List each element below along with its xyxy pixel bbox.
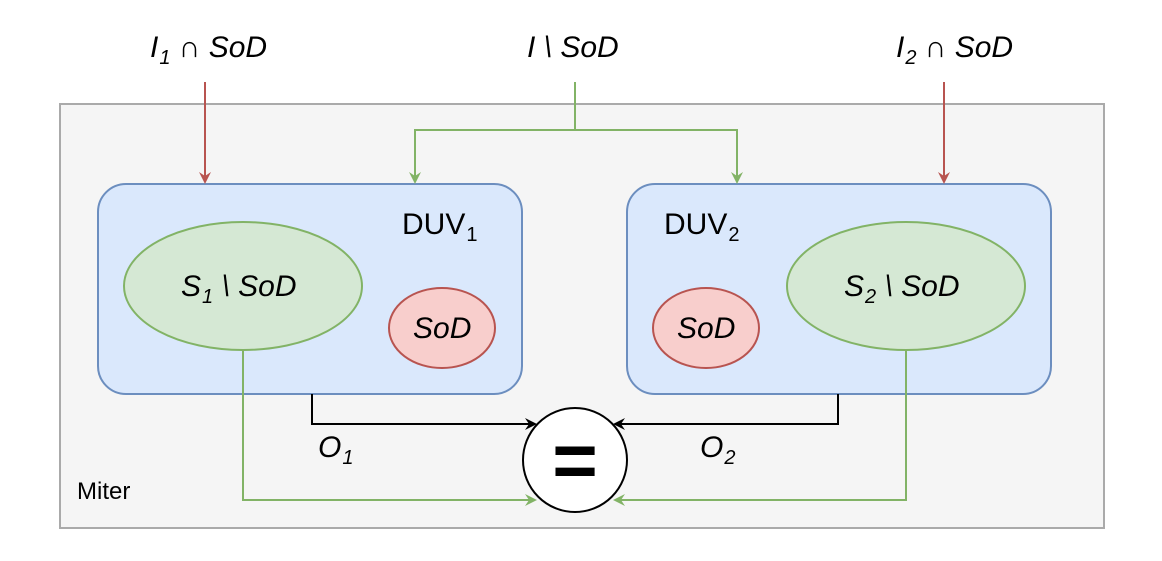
duv2-state-var: S <box>844 270 865 303</box>
input-right-sub: 2 <box>905 47 917 69</box>
output1-label: O1 <box>318 431 354 469</box>
duv2-sod-ellipse <box>652 287 760 369</box>
output1-var: O <box>318 431 342 464</box>
output2-arrow <box>613 394 839 430</box>
miter-label: Miter <box>77 478 131 505</box>
duv2-name: DUV <box>664 208 728 241</box>
input-shared-to-duv1 <box>409 129 575 184</box>
duv1-sod-ellipse <box>388 287 496 369</box>
duv2-state-label: S2 \ SoD <box>844 270 960 308</box>
input-middle-label: I \ SoD <box>527 31 619 64</box>
state1-arrow <box>242 350 537 506</box>
duv1-sub: 1 <box>466 224 478 246</box>
comparator-circle <box>522 407 628 513</box>
duv1-state-rest: \ SoD <box>213 270 297 303</box>
duv1-title: DUV1 <box>402 208 478 246</box>
duv1-state-label: S1 \ SoD <box>181 270 297 308</box>
input-left-sub: 1 <box>159 47 171 69</box>
input-right-var: I <box>896 31 905 64</box>
output2-sub: 2 <box>724 447 736 469</box>
output1-sub: 1 <box>342 447 354 469</box>
duv2-sub: 2 <box>728 224 740 246</box>
duv1-name: DUV <box>402 208 466 241</box>
input-right-rest: ∩ SoD <box>916 31 1014 64</box>
output1-arrow <box>311 394 537 430</box>
input-left-var: I <box>150 31 159 64</box>
input-left-label: I1 ∩ SoD <box>150 31 268 69</box>
input-right-label: I2 ∩ SoD <box>896 31 1014 69</box>
comparator-symbol: = <box>552 416 598 504</box>
input-left-rest: ∩ SoD <box>170 31 268 64</box>
duv2-title: DUV2 <box>664 208 740 246</box>
state2-arrow <box>613 350 907 506</box>
duv1-sod-label: SoD <box>413 312 472 345</box>
duv2-state-sub: 2 <box>865 286 877 308</box>
duv1-state-sub: 1 <box>202 286 214 308</box>
duv2-state-rest: \ SoD <box>876 270 960 303</box>
duv1-state-var: S <box>181 270 202 303</box>
duv2-sod-label: SoD <box>677 312 736 345</box>
input-shared-to-duv2 <box>575 129 743 184</box>
output2-label: O2 <box>700 431 736 469</box>
output2-var: O <box>700 431 724 464</box>
